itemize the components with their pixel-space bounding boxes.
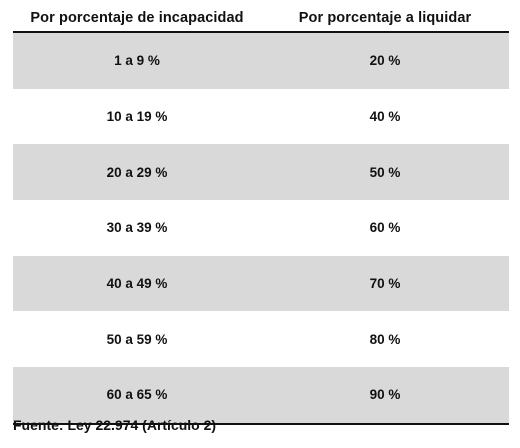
table-row: 1 a 9 % 20 % [13,33,509,89]
table-row: 10 a 19 % 40 % [13,89,509,145]
incapacity-range-cell: 60 a 65 % [106,387,168,403]
incapacity-table: Por porcentaje de incapacidad Por porcen… [13,8,509,425]
liquidation-percentage-cell: 90 % [369,387,401,403]
source-note: Fuente: Ley 22.974 (Artículo 2) [13,417,217,433]
liquidation-percentage-cell: 60 % [369,220,401,236]
incapacity-range-cell: 1 a 9 % [114,53,160,69]
header-divider [13,31,509,33]
header-liquidation-percentage: Por porcentaje a liquidar [298,10,472,26]
table-row: 40 a 49 % 70 % [13,255,509,312]
table-row: 30 a 39 % 60 % [13,200,509,256]
incapacity-range-cell: 10 a 19 % [106,109,168,125]
liquidation-percentage-cell: 80 % [369,331,401,347]
table-row: 50 a 59 % 80 % [13,311,509,367]
table-row: 20 a 29 % 50 % [13,144,509,201]
incapacity-range-cell: 20 a 29 % [106,164,168,180]
liquidation-percentage-cell: 70 % [369,276,401,292]
liquidation-percentage-cell: 20 % [369,53,401,69]
table-row: 60 a 65 % 90 % [13,367,509,423]
table-header-row: Por porcentaje de incapacidad Por porcen… [13,8,509,28]
liquidation-percentage-cell: 40 % [369,109,401,125]
incapacity-range-cell: 30 a 39 % [106,220,168,236]
table-bottom-rule [13,422,509,425]
liquidation-percentage-cell: 50 % [369,164,401,180]
table-body: 1 a 9 % 20 % 10 a 19 % 40 % 20 a 29 % 50… [13,33,509,423]
incapacity-range-cell: 40 a 49 % [106,276,168,292]
header-incapacity-percentage: Por porcentaje de incapacidad [30,10,244,26]
incapacity-range-cell: 50 a 59 % [106,331,168,347]
